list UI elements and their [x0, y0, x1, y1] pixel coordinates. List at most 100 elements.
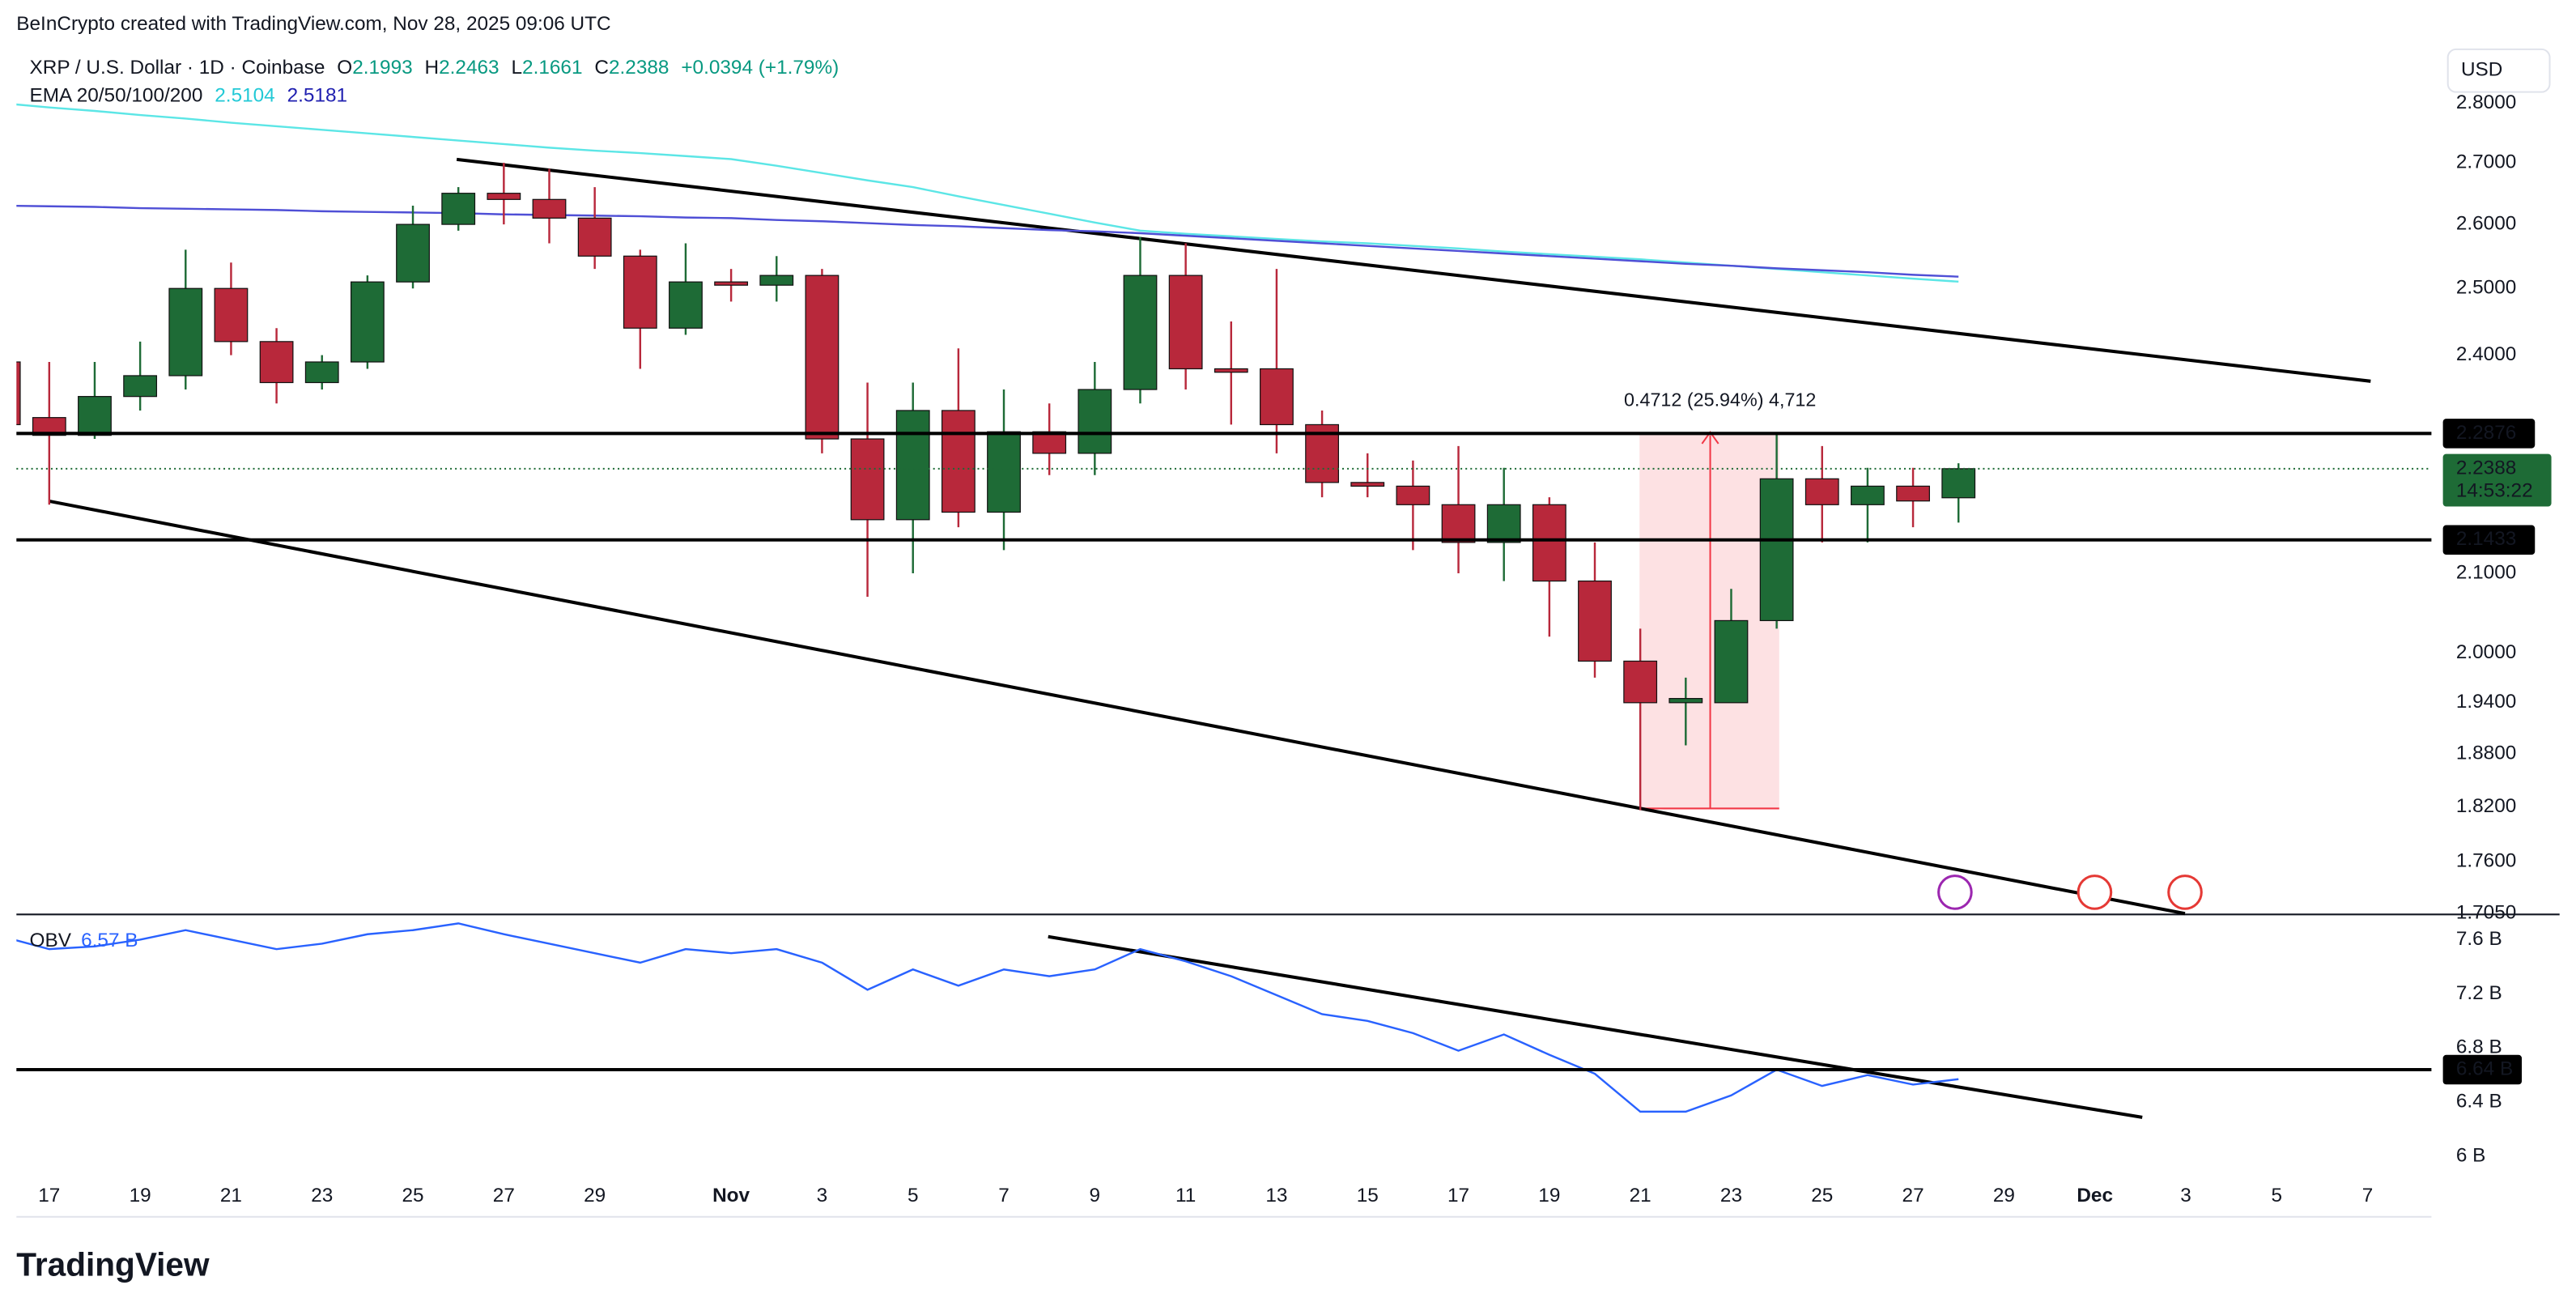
candle-body	[1896, 485, 1930, 502]
y-tick-label: 1.7600	[2456, 850, 2516, 872]
x-tick-label: 23	[311, 1185, 333, 1206]
ema-value: 2.5181	[287, 85, 347, 107]
trend-line	[456, 157, 2371, 383]
y-tick-label: 1.7050	[2456, 902, 2516, 924]
candle-body	[805, 274, 840, 440]
candle-body	[441, 193, 476, 225]
candle-body	[1759, 478, 1794, 622]
candle-body	[941, 410, 976, 513]
series-value: 6.57 B	[81, 930, 138, 951]
ema-line	[16, 103, 1959, 283]
event-icon[interactable]	[1937, 875, 1973, 910]
candle-body	[623, 255, 657, 329]
candle-body	[1578, 580, 1612, 662]
ema-label: EMA 20/50/100/200	[30, 85, 203, 107]
candle-body	[1260, 368, 1294, 426]
candle-body	[304, 361, 339, 384]
x-tick-label: 13	[1265, 1185, 1287, 1206]
y-tick-label: 2.1000	[2456, 561, 2516, 583]
candle-body	[1532, 504, 1566, 582]
y-tick-label: 6 B	[2456, 1145, 2486, 1167]
y-tick-label: 2.8000	[2456, 91, 2516, 113]
obv-label: 6.64 B	[2456, 1058, 2513, 1079]
trend-line	[49, 499, 2186, 916]
ohlc-value: 2.2388	[609, 57, 669, 79]
x-tick-label: Nov	[712, 1185, 750, 1206]
x-tick-label: 21	[220, 1185, 242, 1206]
candle-body	[350, 281, 385, 363]
x-tick-label: 11	[1175, 1185, 1196, 1206]
ohlc-letter: H	[425, 57, 440, 79]
y-tick-label: 7.6 B	[2456, 928, 2502, 950]
candle-body	[78, 396, 112, 436]
currency-button[interactable]	[2446, 48, 2551, 93]
series-name: OBV	[30, 930, 72, 951]
y-tick-label: 7.2 B	[2456, 982, 2502, 1004]
candle-body	[1623, 660, 1658, 704]
x-tick-label: 25	[402, 1185, 424, 1206]
ohlc-value: 2.1993	[352, 57, 412, 79]
candle-body	[1032, 431, 1067, 454]
credit: BeInCrypto created with TradingView.com,…	[16, 13, 610, 35]
x-tick-label: 7	[998, 1185, 1010, 1206]
x-tick-label: 29	[1993, 1185, 2015, 1206]
candle-body	[396, 223, 430, 283]
ema-value: 2.5104	[215, 85, 274, 107]
y-tick-label: 2.7000	[2456, 151, 2516, 172]
candle-body	[1441, 504, 1476, 543]
candle-body	[1168, 274, 1203, 370]
logo: TradingView	[16, 1245, 210, 1283]
price-label-box	[2442, 419, 2536, 449]
ohlc-letter: O	[337, 57, 352, 79]
candle-body	[32, 417, 66, 436]
y-tick-label: 2.6000	[2456, 213, 2516, 235]
candle-body	[577, 217, 612, 257]
candle-body	[1396, 485, 1430, 505]
ohlc-letter: C	[594, 57, 609, 79]
candle-body	[1486, 504, 1521, 543]
event-icon[interactable]	[2167, 875, 2203, 910]
last-price: 2.2388	[2456, 457, 2516, 479]
candle-body	[669, 281, 703, 329]
change: +0.0394 (+1.79%)	[681, 57, 839, 79]
x-tick-label: 23	[1720, 1185, 1742, 1206]
countdown: 14:53:22	[2456, 480, 2533, 502]
candle-body	[1851, 485, 1885, 505]
y-tick-label: 2.0000	[2456, 641, 2516, 663]
candle-body	[850, 438, 885, 521]
candle-body	[714, 281, 749, 286]
symbol-legend: XRP / U.S. Dollar · 1D · Coinbase O2.199…	[30, 57, 840, 79]
ohlc-value: 2.2463	[439, 57, 499, 79]
price-label: 2.2876	[2456, 422, 2516, 444]
currency[interactable]: USD	[2461, 59, 2502, 81]
x-tick-label: 17	[1447, 1185, 1469, 1206]
x-tick-label: 5	[908, 1185, 919, 1206]
candle-body	[1941, 468, 1976, 499]
x-tick-label: 19	[1538, 1185, 1560, 1206]
x-tick-label: 25	[1811, 1185, 1833, 1206]
symbol: XRP / U.S. Dollar · 1D · Coinbase	[30, 57, 325, 79]
y-tick-label: 2.4000	[2456, 343, 2516, 365]
price-plot	[16, 103, 1976, 811]
last-price-box	[2442, 453, 2552, 507]
candle-body	[1804, 478, 1839, 505]
obv-plot	[16, 922, 1959, 1113]
candle-body	[1350, 482, 1385, 487]
candle-body	[1123, 274, 1158, 390]
candle-body	[123, 375, 158, 398]
candle-body	[1078, 389, 1112, 454]
x-tick-label: 5	[2272, 1185, 2283, 1206]
candle-body	[895, 410, 930, 521]
x-tick-label: 9	[1090, 1185, 1101, 1206]
obv-label-box	[2442, 1054, 2523, 1085]
candle-body	[1668, 698, 1703, 704]
obv-line	[16, 922, 1959, 1113]
y-tick-label: 1.8800	[2456, 743, 2516, 764]
candle-body	[532, 198, 567, 219]
candle-body	[759, 274, 794, 286]
candle-body	[16, 361, 21, 426]
event-icon[interactable]	[2077, 875, 2113, 910]
x-tick-label: 21	[1630, 1185, 1651, 1206]
x-tick-label: 27	[493, 1185, 515, 1206]
